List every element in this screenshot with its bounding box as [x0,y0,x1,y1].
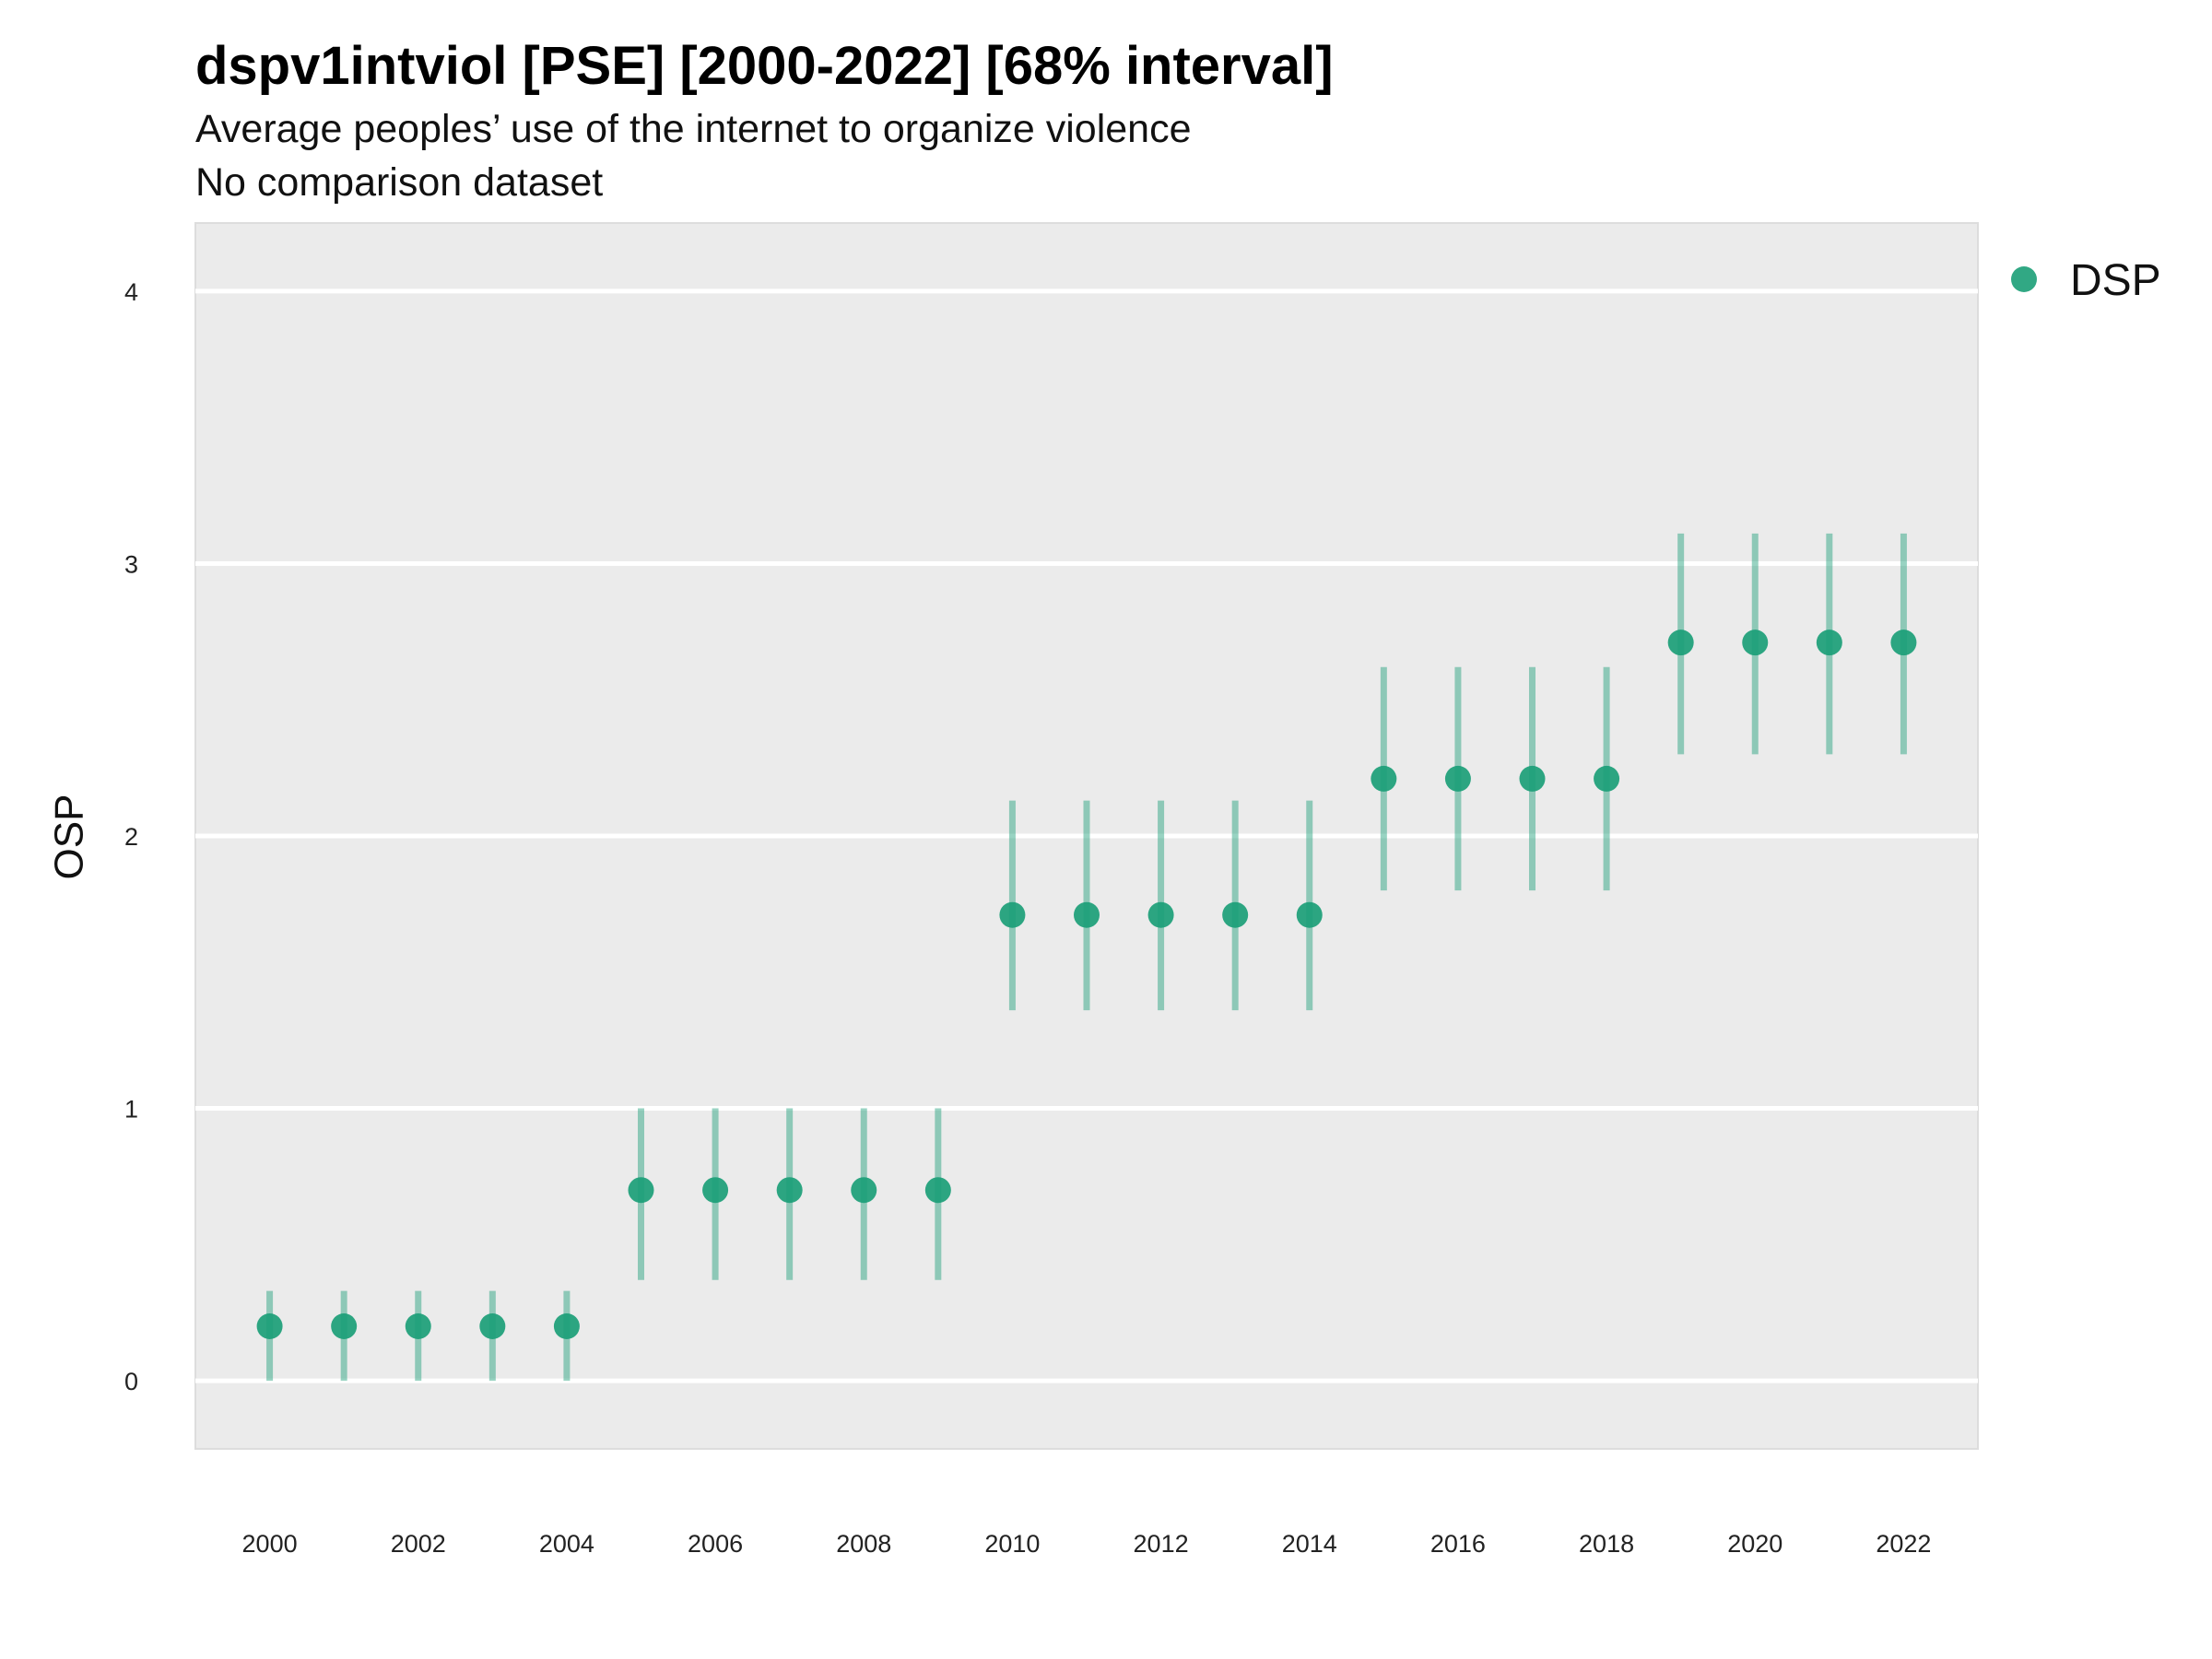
data-point [1519,765,1546,792]
data-point [1371,765,1397,792]
chart-subtitle: Average peoples’ use of the internet to … [195,107,1192,151]
y-axis-ticks: 0 1 2 3 4 [124,278,138,1395]
x-tick-label: 2012 [1134,1530,1189,1558]
data-point [405,1313,431,1339]
x-tick-label: 2000 [242,1530,298,1558]
data-point [1074,901,1100,928]
x-tick-label: 2020 [1727,1530,1783,1558]
data-point [1222,901,1249,928]
data-point [702,1177,729,1204]
data-point [331,1313,358,1339]
x-tick-label: 2002 [391,1530,446,1558]
legend-label-dsp: DSP [2070,256,2161,305]
data-point [776,1177,803,1204]
data-point [924,1177,951,1204]
data-points [256,629,1917,1339]
legend: DSP [2011,256,2161,305]
data-point [1594,765,1620,792]
x-tick-label: 2016 [1430,1530,1486,1558]
y-tick-label: 2 [124,823,138,851]
x-tick-label: 2010 [984,1530,1040,1558]
y-tick-label: 4 [124,278,138,306]
x-axis-ticks: 2000 2002 2004 2006 2008 2010 2012 2014 2016 2018… [242,1530,1932,1558]
data-point [1444,765,1471,792]
y-tick-label: 1 [124,1096,138,1124]
data-point [1147,901,1174,928]
data-point [851,1177,877,1204]
data-point [553,1313,580,1339]
data-point [1890,629,1917,656]
data-point [256,1313,283,1339]
y-tick-label: 0 [124,1368,138,1395]
data-point [628,1177,654,1204]
x-tick-label: 2022 [1876,1530,1931,1558]
x-tick-label: 2004 [539,1530,594,1558]
x-tick-label: 2006 [688,1530,743,1558]
x-tick-label: 2014 [1282,1530,1337,1558]
chart-note: No comparison dataset [195,160,604,205]
y-axis-label: OSP [47,794,92,880]
legend-marker [2011,266,2037,292]
data-point [999,901,1026,928]
x-tick-label: 2008 [836,1530,891,1558]
x-tick-label: 2018 [1579,1530,1634,1558]
data-point [1667,629,1694,656]
data-point [1296,901,1323,928]
chart-title: dspv1intviol [PSE] [2000-2022] [68% inte… [195,36,1334,96]
data-point [1816,629,1842,656]
data-point [1742,629,1769,656]
y-tick-label: 3 [124,550,138,578]
grid [195,288,1978,1383]
data-point [479,1313,506,1339]
